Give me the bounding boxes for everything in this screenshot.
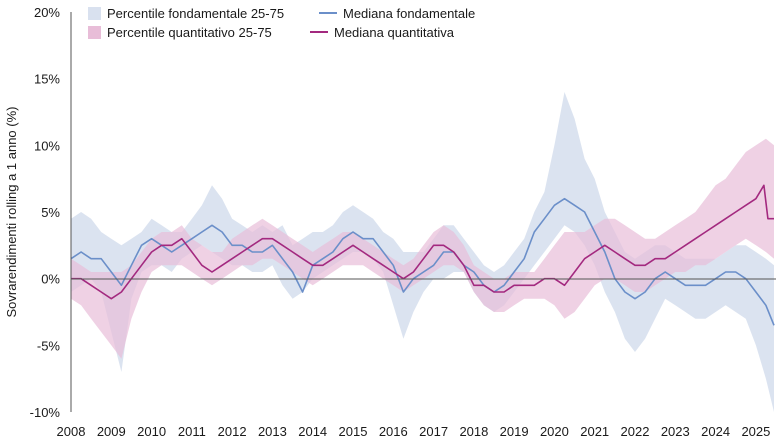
x-tick-label: 2017 — [419, 424, 448, 439]
y-tick-label: 0% — [41, 272, 60, 287]
y-tick-label: 15% — [34, 72, 60, 87]
x-tick-label: 2025 — [741, 424, 770, 439]
y-tick-label: 10% — [34, 138, 60, 153]
bands-layer — [71, 92, 774, 412]
x-tick-label: 2016 — [379, 424, 408, 439]
x-tick-label: 2010 — [137, 424, 166, 439]
x-tick-label: 2022 — [621, 424, 650, 439]
x-tick-label: 2019 — [500, 424, 529, 439]
x-tick-label: 2009 — [97, 424, 126, 439]
legend-label-fund-band: Percentile fondamentale 25-75 — [107, 6, 284, 21]
legend-item-quant-band: Percentile quantitativo 25-75 — [88, 25, 272, 40]
y-axis-ticks: 20% 15% 10% 5% 0% -5% -10% — [30, 5, 61, 420]
legend-item-fund-band: Percentile fondamentale 25-75 — [88, 6, 284, 21]
x-tick-label: 2008 — [57, 424, 86, 439]
fund-median-line — [70, 197, 775, 326]
x-tick-label: 2023 — [661, 424, 690, 439]
y-tick-label: 20% — [34, 5, 60, 20]
y-tick-label: -5% — [37, 338, 61, 353]
x-tick-label: 2011 — [178, 424, 206, 439]
x-tick-label: 2012 — [218, 424, 247, 439]
lines-layer — [70, 184, 775, 326]
x-tick-label: 2013 — [258, 424, 287, 439]
quant-percentile-band — [71, 138, 774, 359]
legend-swatch-quant-band — [88, 26, 101, 39]
y-tick-label: 5% — [41, 205, 60, 220]
quant-median-line — [71, 184, 774, 300]
y-tick-label: -10% — [30, 405, 61, 420]
y-axis-title: Sovrarendimenti rolling a 1 anno (%) — [4, 107, 19, 318]
legend-label-quant-band: Percentile quantitativo 25-75 — [107, 25, 272, 40]
x-tick-label: 2018 — [459, 424, 488, 439]
x-tick-label: 2015 — [339, 424, 368, 439]
legend-label-quant-median: Mediana quantitativa — [334, 25, 455, 40]
legend-item-fund-median: Mediana fondamentale — [319, 6, 475, 21]
legend-item-quant-median: Mediana quantitativa — [310, 25, 455, 40]
x-tick-label: 2020 — [540, 424, 569, 439]
legend-label-fund-median: Mediana fondamentale — [343, 6, 475, 21]
x-tick-label: 2024 — [701, 424, 730, 439]
x-tick-label: 2021 — [580, 424, 609, 439]
x-tick-label: 2014 — [298, 424, 327, 439]
legend-swatch-fund-band — [88, 7, 101, 20]
legend: Percentile fondamentale 25-75 Mediana fo… — [88, 6, 475, 40]
x-axis-ticks: 2008 2009 2010 2011 2012 2013 2014 2015 2016 2017… — [57, 424, 771, 439]
